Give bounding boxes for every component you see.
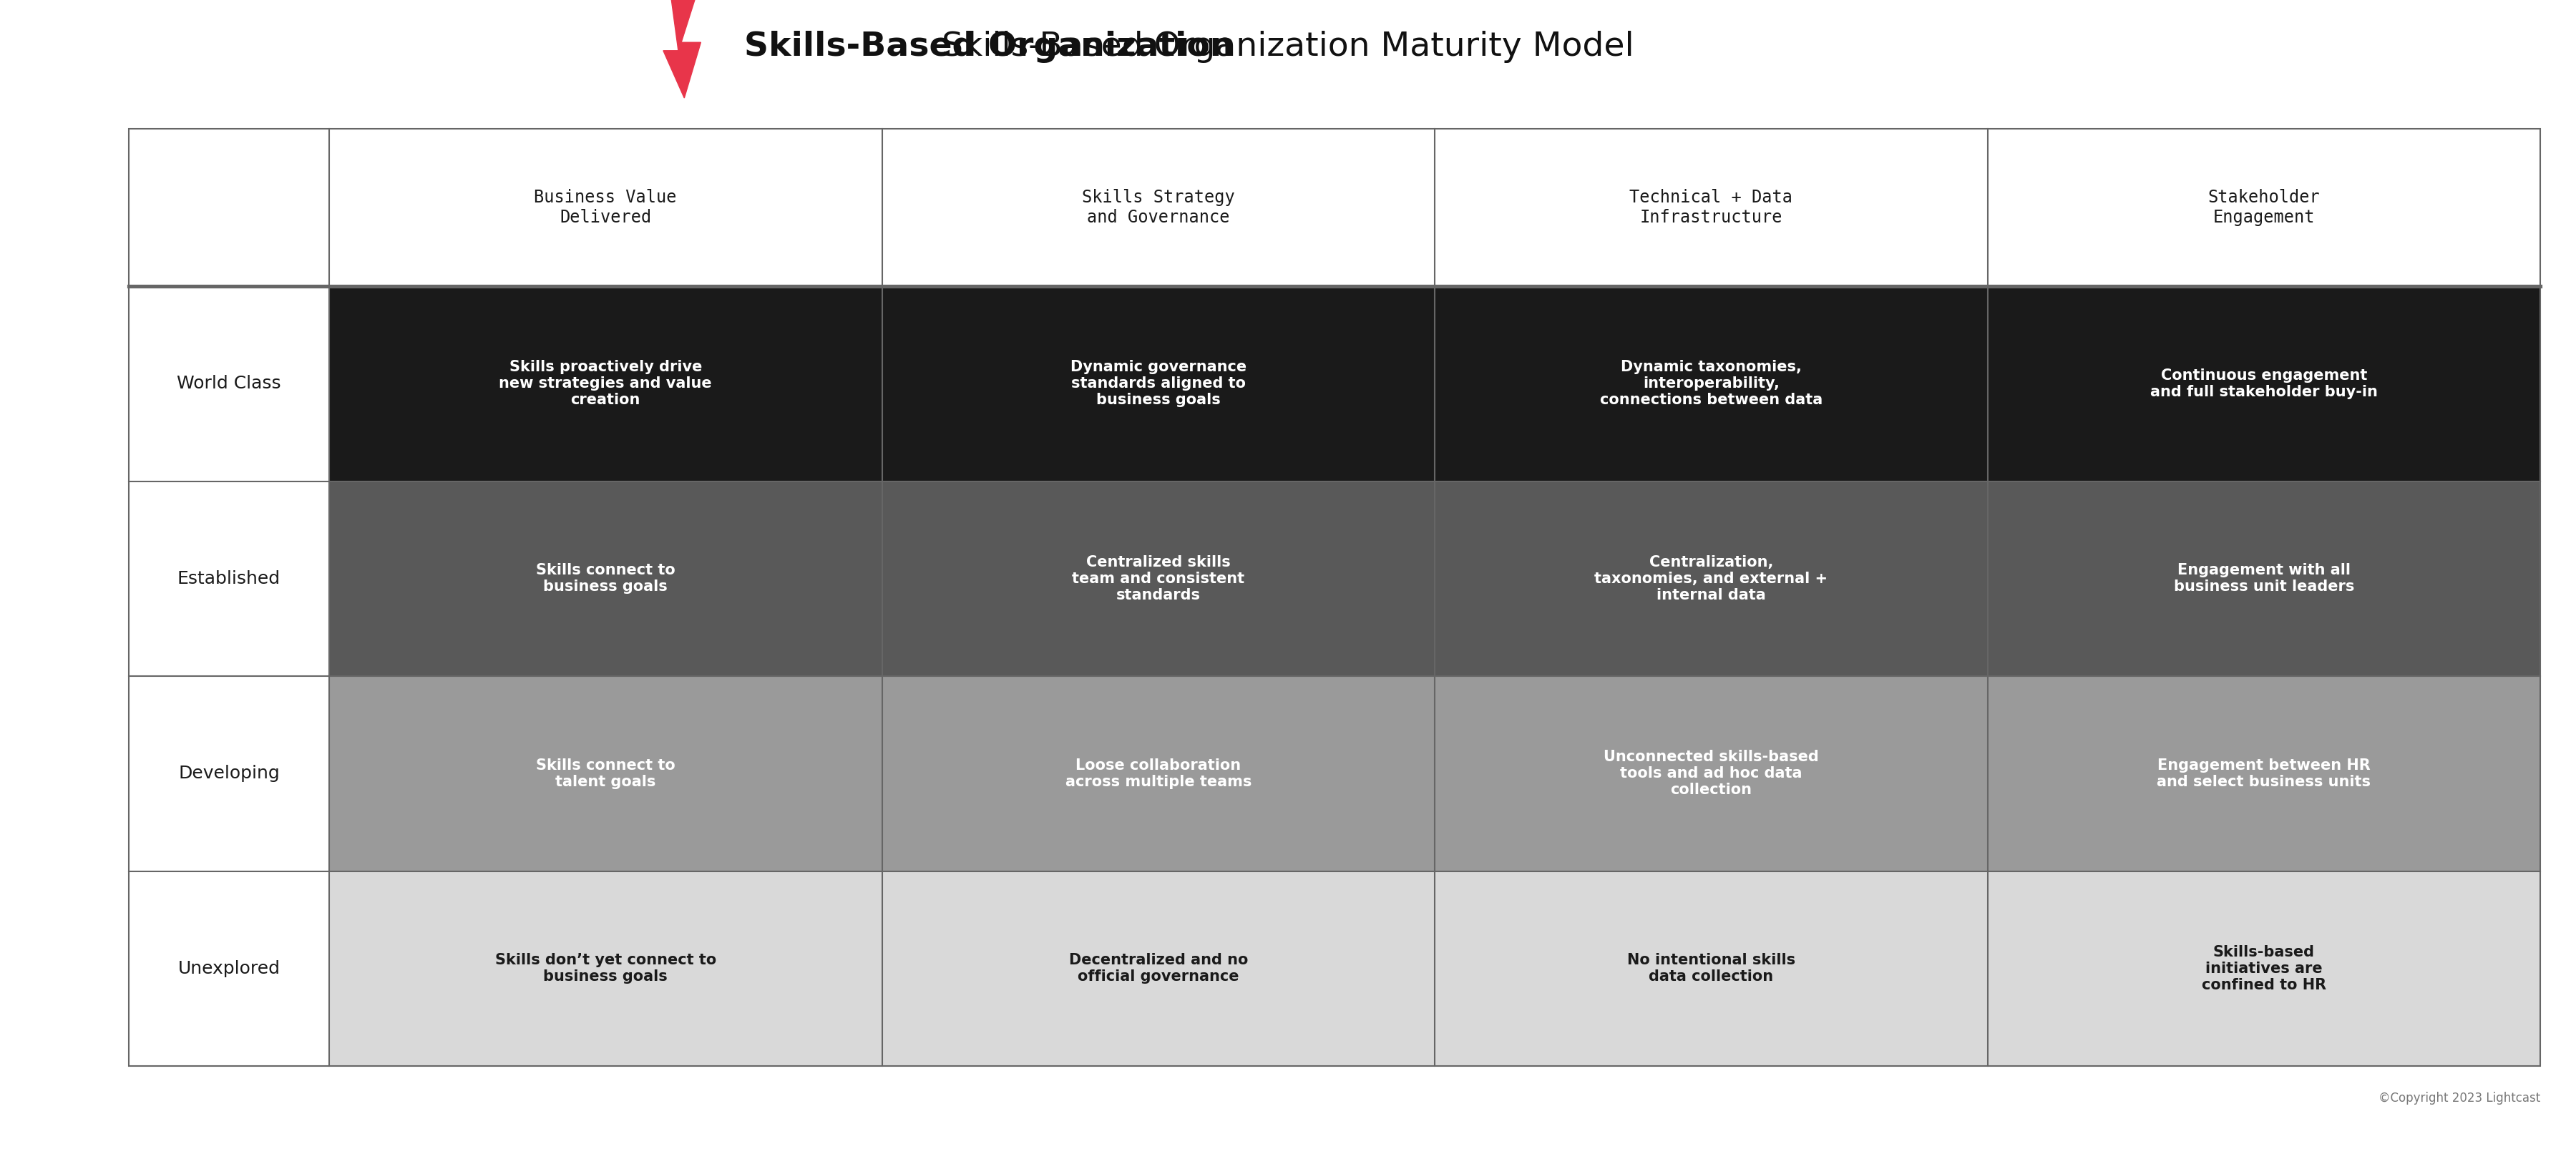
Bar — [129, 286, 330, 481]
Bar — [129, 676, 330, 872]
Text: No intentional skills
data collection: No intentional skills data collection — [1628, 953, 1795, 984]
Text: Dynamic governance
standards aligned to
business goals: Dynamic governance standards aligned to … — [1069, 360, 1247, 408]
Text: Established: Established — [178, 570, 281, 588]
Text: Engagement between HR
and select business units: Engagement between HR and select busines… — [2156, 758, 2370, 789]
Text: Skills-based
initiatives are
confined to HR: Skills-based initiatives are confined to… — [2202, 945, 2326, 992]
Text: Loose collaboration
across multiple teams: Loose collaboration across multiple team… — [1064, 758, 1252, 789]
Text: Centralization,
taxonomies, and external +
internal data: Centralization, taxonomies, and external… — [1595, 555, 1829, 603]
Text: Unconnected skills-based
tools and ad hoc data
collection: Unconnected skills-based tools and ad ho… — [1602, 750, 1819, 797]
Polygon shape — [662, 0, 701, 99]
Bar — [330, 286, 2540, 481]
Text: Business Value
Delivered: Business Value Delivered — [533, 189, 677, 226]
Text: Developing: Developing — [178, 765, 281, 782]
Text: Continuous engagement
and full stakeholder buy-in: Continuous engagement and full stakehold… — [2151, 369, 2378, 399]
Bar — [129, 129, 2540, 1066]
Bar — [129, 872, 330, 1066]
Text: Centralized skills
team and consistent
standards: Centralized skills team and consistent s… — [1072, 555, 1244, 603]
Text: Skills-Based Organization Maturity Model: Skills-Based Organization Maturity Model — [943, 30, 1633, 63]
Text: Decentralized and no
official governance: Decentralized and no official governance — [1069, 953, 1247, 984]
Text: Skills don’t yet connect to
business goals: Skills don’t yet connect to business goa… — [495, 953, 716, 984]
Text: Skills-Based Organization: Skills-Based Organization — [744, 30, 1234, 63]
Text: Technical + Data
Infrastructure: Technical + Data Infrastructure — [1631, 189, 1793, 226]
Bar — [330, 676, 2540, 872]
Text: Skills connect to
talent goals: Skills connect to talent goals — [536, 758, 675, 789]
Text: Dynamic taxonomies,
interoperability,
connections between data: Dynamic taxonomies, interoperability, co… — [1600, 360, 1821, 408]
Text: Unexplored: Unexplored — [178, 960, 281, 977]
Text: Skills Strategy
and Governance: Skills Strategy and Governance — [1082, 189, 1234, 226]
Bar — [330, 872, 2540, 1066]
Text: Engagement with all
business unit leaders: Engagement with all business unit leader… — [2174, 563, 2354, 595]
Text: ©Copyright 2023 Lightcast: ©Copyright 2023 Lightcast — [2378, 1092, 2540, 1105]
Text: World Class: World Class — [178, 376, 281, 392]
Bar — [129, 129, 2540, 286]
Bar — [129, 481, 330, 676]
Text: Skills connect to
business goals: Skills connect to business goals — [536, 563, 675, 595]
Text: Skills proactively drive
new strategies and value
creation: Skills proactively drive new strategies … — [500, 360, 711, 408]
Text: Stakeholder
Engagement: Stakeholder Engagement — [2208, 189, 2321, 226]
Bar — [330, 481, 2540, 676]
